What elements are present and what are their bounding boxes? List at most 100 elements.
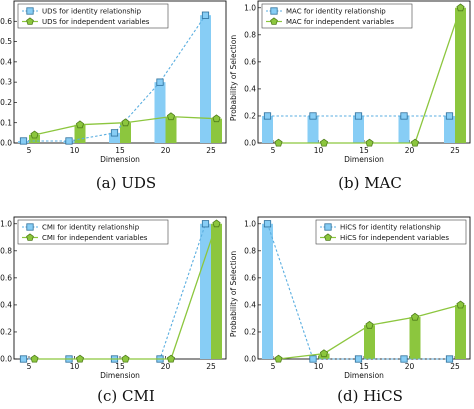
x-tick-label: 25 xyxy=(206,362,216,371)
y-tick-label: 0.2 xyxy=(244,328,256,337)
legend: MAC for identity relationship MAC for ind… xyxy=(261,3,413,29)
chart-panel-1: 0.00.10.20.30.40.50.6Probability of Sele… xyxy=(0,0,227,192)
legend-label-independent: HiCS for independent variables xyxy=(340,234,449,242)
x-tick-label: 15 xyxy=(359,146,369,155)
y-tick-label: 0.0 xyxy=(0,355,12,364)
bar-independent xyxy=(409,317,421,359)
marker-independent xyxy=(365,320,374,329)
marker-identity xyxy=(19,137,28,145)
bar-identity xyxy=(200,15,211,144)
chart-caption: (a) UDS xyxy=(96,174,156,192)
legend-marker-identity xyxy=(270,7,278,15)
legend-box xyxy=(261,3,413,29)
marker-independent xyxy=(212,219,221,228)
marker-independent xyxy=(212,114,221,123)
marker-independent xyxy=(274,354,283,363)
marker-independent xyxy=(456,3,465,12)
y-tick-label: 0.2 xyxy=(0,328,12,337)
chart-caption: (d) HiCS xyxy=(337,387,403,405)
chart-panel-2: 0.0 0.2 0.4 0.6 0.8 1.0 Probability of Selecti… xyxy=(229,0,471,192)
legend-marker-identity xyxy=(26,223,34,231)
y-tick-label: 0.0 xyxy=(244,355,256,364)
y-tick-label: 0.3 xyxy=(0,78,12,87)
marker-independent xyxy=(410,138,420,147)
legend: UDS for identity relationship UDS for ind… xyxy=(17,3,169,29)
line-identity xyxy=(266,223,450,360)
legend-box xyxy=(17,219,169,245)
x-tick-label: 5 xyxy=(27,362,32,371)
marker-independent xyxy=(410,312,420,321)
y-tick-label: 0.4 xyxy=(0,301,12,310)
bar-identity xyxy=(262,223,273,359)
bar-independent xyxy=(211,223,222,359)
y-tick-label: 1.0 xyxy=(244,3,256,12)
marker-independent xyxy=(121,118,130,127)
marker-identity xyxy=(263,112,272,120)
y-tick-label: 0.4 xyxy=(0,57,12,66)
x-axis-label: Dimension xyxy=(100,371,140,380)
marker-identity xyxy=(263,220,272,228)
marker-independent xyxy=(365,138,374,147)
bar-independent xyxy=(74,124,86,143)
y-tick-label: 1.0 xyxy=(0,219,12,228)
marker-independent xyxy=(121,354,130,363)
bar-identity xyxy=(109,132,120,143)
marker-independent xyxy=(30,354,39,363)
y-tick-label: 0.6 xyxy=(244,57,256,66)
y-tick-label: 0.1 xyxy=(0,118,12,127)
legend-label-identity: MAC for identity relationship xyxy=(286,8,386,16)
x-axis-label: Dimension xyxy=(344,371,384,380)
bar-independent xyxy=(165,116,177,143)
legend: CMI for identity relationship CMI for ind… xyxy=(17,219,169,245)
y-tick-label: 0.6 xyxy=(244,273,256,282)
y-tick-label: 0.8 xyxy=(244,246,256,255)
legend-marker-independent xyxy=(324,233,332,241)
y-tick-label: 0.6 xyxy=(0,17,12,26)
legend-marker-identity xyxy=(26,7,34,15)
bar-identity xyxy=(398,115,410,143)
y-tick-label: 0.8 xyxy=(244,30,256,39)
bar-independent xyxy=(455,7,466,144)
marker-identity xyxy=(65,137,73,145)
legend: HiCS for identity relationship HiCS for i… xyxy=(315,219,467,245)
x-tick-label: 5 xyxy=(27,146,32,155)
bar-identity xyxy=(200,223,211,359)
y-tick-label: 0.2 xyxy=(244,112,256,121)
marker-independent xyxy=(30,130,39,139)
y-tick-label: 0.0 xyxy=(244,139,256,148)
legend-marker-independent xyxy=(270,17,278,25)
x-tick-label: 15 xyxy=(359,362,369,371)
marker-identity xyxy=(156,78,164,86)
chart-caption: (c) CMI xyxy=(97,387,155,405)
x-axis-label: Dimension xyxy=(100,155,140,164)
chart-caption: (b) MAC xyxy=(338,174,402,192)
legend-label-identity: HiCS for identity relationship xyxy=(340,224,441,232)
legend-label-identity: CMI for identity relationship xyxy=(42,224,140,232)
x-tick-label: 10 xyxy=(314,362,324,371)
y-tick-label: 0.4 xyxy=(244,301,256,310)
bar-identity xyxy=(353,115,364,143)
marker-identity xyxy=(400,112,408,120)
x-tick-label: 25 xyxy=(450,362,460,371)
legend-box xyxy=(17,3,169,29)
y-axis-label: Probability of Selection xyxy=(229,35,238,121)
bar-identity xyxy=(444,115,455,143)
bar-independent xyxy=(364,325,375,359)
marker-independent xyxy=(274,138,283,147)
marker-identity xyxy=(445,112,454,120)
bar-identity xyxy=(307,115,319,143)
marker-identity xyxy=(110,129,119,137)
bar-identity xyxy=(262,115,273,143)
marker-independent xyxy=(75,120,85,129)
marker-identity xyxy=(400,355,408,363)
y-tick-label: 0.4 xyxy=(244,85,256,94)
marker-independent xyxy=(166,112,176,121)
x-tick-label: 5 xyxy=(271,362,276,371)
y-tick-label: 1.0 xyxy=(244,219,256,228)
marker-identity xyxy=(354,112,363,120)
x-tick-label: 10 xyxy=(70,146,80,155)
x-tick-label: 5 xyxy=(271,146,276,155)
bar-independent xyxy=(211,118,222,143)
